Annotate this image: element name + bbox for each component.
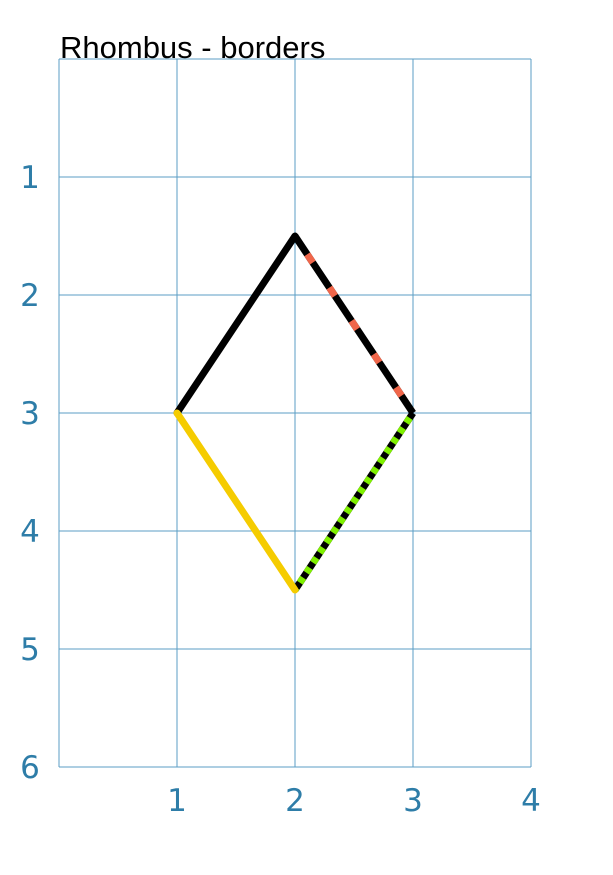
- grid: [58, 58, 532, 768]
- rhombus-edges: [173, 232, 416, 594]
- y-tick-label: 3: [20, 396, 40, 432]
- y-axis-ticks: 1 2 3 4 5 6: [20, 160, 40, 786]
- x-tick-label: 2: [285, 783, 305, 819]
- x-axis-ticks: 1 2 3 4: [167, 783, 541, 819]
- y-tick-label: 2: [20, 278, 40, 314]
- y-tick-label: 5: [20, 632, 40, 668]
- y-tick-label: 4: [20, 514, 40, 550]
- edge-left-bottom: [173, 409, 299, 594]
- x-tick-label: 1: [167, 783, 187, 819]
- diagram-title: Rhombus - borders: [60, 30, 325, 65]
- x-tick-label: 3: [403, 783, 423, 819]
- y-tick-label: 1: [20, 160, 40, 196]
- x-tick-label: 4: [521, 783, 541, 819]
- edge-right-bottom: [292, 411, 416, 592]
- y-tick-label: 6: [20, 750, 40, 786]
- edge-left-top: [173, 232, 299, 417]
- edge-right-top: [292, 234, 416, 415]
